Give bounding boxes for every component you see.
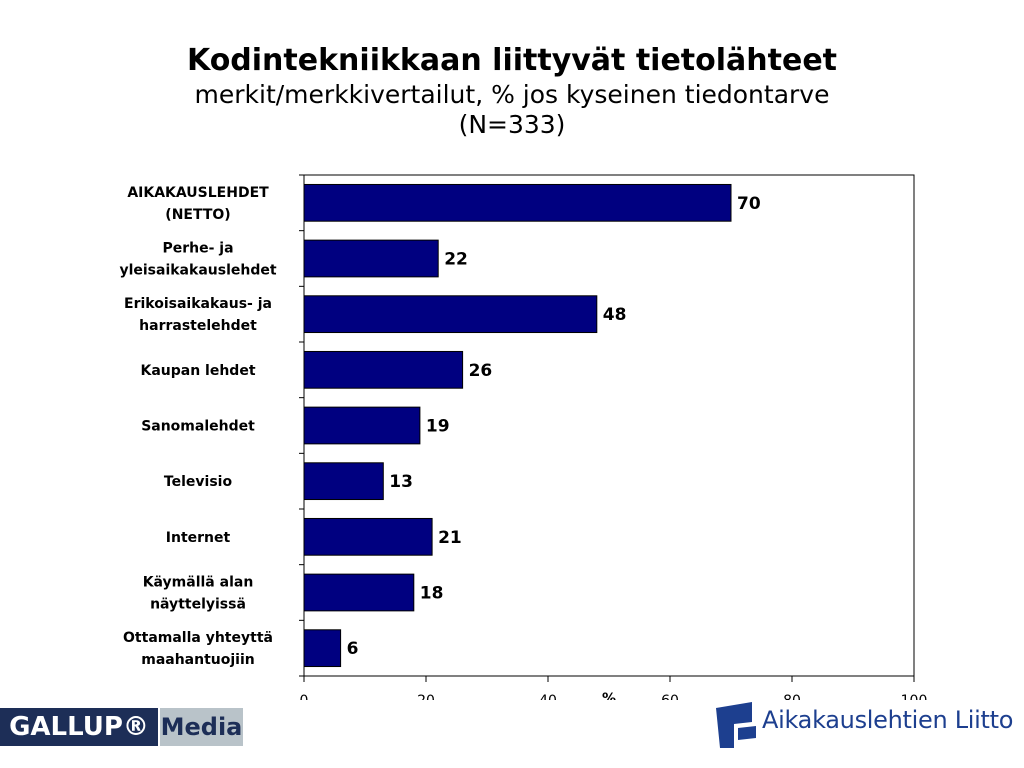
category-label: Kaupan lehdet: [140, 363, 255, 379]
category-label: Erikoisaikakaus- ja: [124, 296, 272, 312]
category-label: Televisio: [164, 474, 233, 490]
media-logo-text: Media: [160, 708, 243, 746]
category-label: yleisaikakauslehdet: [119, 263, 276, 279]
category-label: Käymällä alan: [143, 575, 254, 591]
liitto-emblem-icon: [716, 702, 756, 748]
bar: [303, 517, 433, 556]
category-label: Ottamalla yhteyttä: [123, 630, 273, 646]
chart-title-block: Kodintekniikkaan liittyvät tietolähteet …: [0, 42, 1024, 140]
data-label: 26: [469, 361, 493, 381]
category-label: maahantuojiin: [141, 652, 255, 668]
data-label: 18: [420, 584, 444, 604]
bar: [303, 406, 421, 445]
chart-title: Kodintekniikkaan liittyvät tietolähteet: [186, 43, 838, 78]
gallup-media-logo: GALLUP® Media: [0, 708, 243, 746]
category-label: näyttelyissä: [150, 597, 246, 613]
bar: [303, 350, 464, 389]
x-tick-label: 60: [661, 693, 679, 700]
category-label: Sanomalehdet: [141, 419, 255, 435]
category-label: (NETTO): [165, 207, 230, 223]
bar: [303, 462, 384, 501]
x-tick-label: 80: [783, 693, 801, 700]
data-label: 70: [737, 194, 761, 214]
chart-subtitle-line-1: merkit/merkkivertailut, % jos kyseinen t…: [194, 80, 830, 109]
x-tick-label: 40: [539, 693, 557, 700]
bar-chart: 70 AIKAKAUSLEHDET (NETTO) 22 Perhe- ja yleisa…: [119, 174, 928, 700]
data-label: 48: [603, 305, 627, 325]
data-label: 21: [438, 528, 462, 548]
category-label: harrastelehdet: [139, 318, 257, 334]
x-axis-label: %: [602, 691, 616, 700]
data-label: 19: [426, 417, 450, 437]
bar: [303, 239, 439, 278]
chart-subtitle-line-2: (N=333): [458, 110, 566, 139]
bar: [303, 629, 342, 668]
bar: [303, 295, 598, 334]
x-tick-label: 100: [901, 693, 928, 700]
x-tick-label: 0: [300, 693, 309, 700]
category-label: AIKAKAUSLEHDET: [127, 185, 269, 201]
data-label: 6: [347, 639, 359, 659]
data-label: 22: [444, 250, 468, 270]
bar: [303, 183, 732, 222]
category-label: Internet: [166, 530, 231, 546]
bar: [303, 573, 415, 612]
x-tick-label: 20: [417, 693, 435, 700]
liitto-logo-text: Aikakauslehtien Liitto: [762, 706, 1014, 734]
category-label: Perhe- ja: [162, 241, 233, 257]
aikakauslehtien-liitto-logo: Aikakauslehtien Liitto: [712, 698, 1013, 752]
data-label: 13: [389, 472, 413, 492]
gallup-logo-text: GALLUP®: [0, 708, 158, 746]
